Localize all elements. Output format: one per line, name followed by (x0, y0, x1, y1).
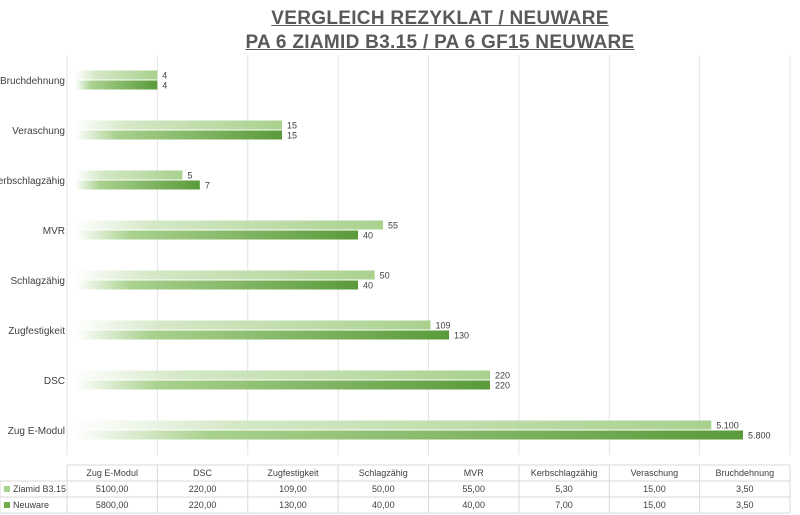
category-label-zugfestigkeit: Zugfestigkeit (8, 326, 65, 337)
table-header-bruchdehnung: Bruchdehnung (716, 468, 775, 478)
bar-ziamid-bruchdehnung (75, 70, 158, 80)
bar-ziamid-veraschung (75, 120, 282, 130)
bar-neuware-zug-e-modul (75, 430, 743, 440)
table-cell-ziamid-mvr: 55,00 (462, 484, 485, 494)
category-label-mvr: MVR (43, 226, 65, 237)
data-label-ziamid-bruchdehnung: 4 (162, 71, 167, 81)
chart-title: VERGLEICH REZYKLAT / NEUWARE (271, 8, 609, 29)
bar-neuware-zugfestigkeit (75, 330, 449, 340)
bar-neuware-dsc (75, 380, 490, 390)
table-cell-ziamid-veraschung: 15,00 (643, 484, 666, 494)
data-label-neuware-zugfestigkeit: 130 (454, 331, 469, 341)
category-label-veraschung: Veraschung (12, 126, 65, 137)
table-cell-ziamid-bruchdehnung: 3,50 (736, 484, 754, 494)
table-header-mvr: MVR (464, 468, 485, 478)
bar-ziamid-schlagzaehig (75, 270, 375, 280)
data-label-ziamid-zugfestigkeit: 109 (436, 321, 451, 331)
table-cell-ziamid-zug-e-modul: 5100,00 (96, 484, 129, 494)
bar-ziamid-mvr (75, 220, 383, 230)
category-label-bruchdehnung: Bruchdehnung (0, 76, 65, 87)
table-cell-ziamid-schlagzaehig: 50,00 (372, 484, 395, 494)
data-label-ziamid-zug-e-modul: 5.100 (716, 421, 739, 431)
table-header-dsc: DSC (193, 468, 213, 478)
data-label-ziamid-kerbschlagzaehig: 5 (187, 171, 192, 181)
data-label-neuware-schlagzaehig: 40 (363, 281, 373, 291)
table-cell-neuware-mvr: 40,00 (462, 500, 485, 510)
bar-neuware-mvr (75, 230, 358, 240)
data-label-ziamid-schlagzaehig: 50 (380, 271, 390, 281)
table-header-kerbschlagzaehig: Kerbschlagzähig (531, 468, 598, 478)
data-label-neuware-veraschung: 15 (287, 131, 297, 141)
bar-neuware-veraschung (75, 130, 282, 140)
bar-ziamid-dsc (75, 370, 490, 380)
table-cell-neuware-schlagzaehig: 40,00 (372, 500, 395, 510)
table-header-veraschung: Veraschung (631, 468, 679, 478)
legend-label-neuware: Neuware (13, 500, 49, 510)
bar-neuware-kerbschlagzaehig (75, 180, 200, 190)
table-cell-ziamid-zugfestigkeit: 109,00 (279, 484, 307, 494)
table-header-zugfestigkeit: Zugfestigkeit (267, 468, 319, 478)
table-cell-neuware-zugfestigkeit: 130,00 (279, 500, 307, 510)
table-cell-neuware-veraschung: 15,00 (643, 500, 666, 510)
table-header-schlagzaehig: Schlagzähig (359, 468, 408, 478)
table-cell-neuware-zug-e-modul: 5800,00 (96, 500, 129, 510)
legend-label-ziamid: Ziamid B3.15 (13, 484, 66, 494)
table-cell-neuware-bruchdehnung: 3,50 (736, 500, 754, 510)
bar-neuware-schlagzaehig (75, 280, 358, 290)
category-label-zug-e-modul: Zug E-Modul (8, 426, 65, 437)
data-label-ziamid-dsc: 220 (495, 371, 510, 381)
data-label-neuware-kerbschlagzaehig: 7 (205, 181, 210, 191)
table-header-zug-e-modul: Zug E-Modul (86, 468, 138, 478)
bar-ziamid-zugfestigkeit (75, 320, 431, 330)
category-label-dsc: DSC (44, 376, 65, 387)
table-cell-neuware-kerbschlagzaehig: 7,00 (555, 500, 573, 510)
table-cell-ziamid-kerbschlagzaehig: 5,30 (555, 484, 573, 494)
bar-ziamid-zug-e-modul (75, 420, 712, 430)
legend-key-neuware (4, 502, 10, 508)
data-label-neuware-zug-e-modul: 5.800 (748, 431, 771, 441)
data-label-neuware-mvr: 40 (363, 231, 373, 241)
data-label-ziamid-mvr: 55 (388, 221, 398, 231)
data-label-neuware-bruchdehnung: 4 (162, 81, 167, 91)
category-label-schlagzaehig: Schlagzähig (11, 276, 65, 287)
chart-subtitle: PA 6 ZIAMID B3.15 / PA 6 GF15 NEUWARE (245, 32, 635, 53)
category-label-kerbschlagzaehig: Kerbschlagzähig (0, 176, 65, 187)
legend-key-ziamid (4, 486, 10, 492)
data-label-ziamid-veraschung: 15 (287, 121, 297, 131)
table-cell-ziamid-dsc: 220,00 (189, 484, 217, 494)
data-label-neuware-dsc: 220 (495, 381, 510, 391)
bar-neuware-bruchdehnung (75, 80, 158, 90)
table-cell-neuware-dsc: 220,00 (189, 500, 217, 510)
bar-ziamid-kerbschlagzaehig (75, 170, 183, 180)
